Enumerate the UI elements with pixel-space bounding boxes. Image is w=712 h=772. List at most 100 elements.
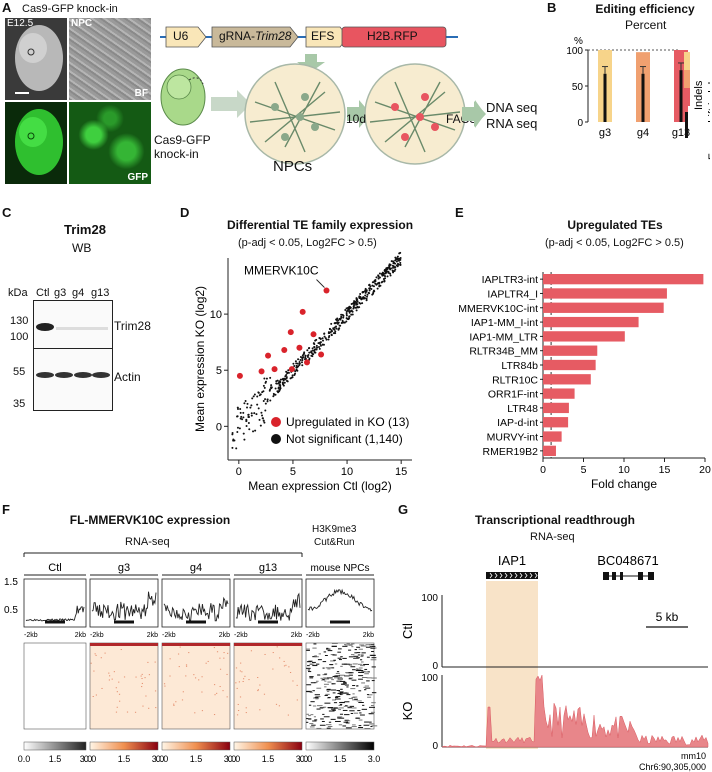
bar-IAPLTR3-int — [543, 274, 704, 285]
legend-dot-1 — [271, 434, 281, 444]
upregulated-point — [236, 372, 243, 379]
heatmap-dot — [257, 689, 259, 691]
panel-label-b: B — [547, 0, 557, 15]
heatmap-dot — [369, 723, 375, 725]
heatmap-dot — [116, 706, 118, 708]
ns-point — [358, 296, 361, 299]
heatmap-dot — [310, 714, 314, 716]
heatmap-dot — [323, 651, 327, 653]
heatmap-dot — [340, 688, 343, 690]
heatmap-dot — [334, 696, 339, 698]
actin-band-3 — [74, 372, 92, 378]
ns-point — [247, 421, 250, 424]
heatmap-dot — [185, 675, 187, 677]
ns-point — [334, 330, 337, 333]
heatmap-dot — [340, 692, 344, 694]
heatmap-dot — [315, 680, 319, 682]
heatmap-dot — [338, 717, 345, 719]
ns-point — [378, 276, 381, 279]
heatmap-dot — [352, 669, 356, 671]
bc048671-exon — [603, 572, 609, 580]
heatmap-dot — [239, 696, 242, 698]
ns-point — [394, 256, 397, 259]
heatmap-dot — [287, 714, 289, 716]
heatmap-dot — [279, 657, 281, 659]
ns-point — [257, 391, 260, 394]
heatmap-dot — [342, 709, 348, 711]
heatmap-dot — [194, 677, 197, 679]
heatmap-dot — [235, 682, 237, 684]
heatmap-dot — [326, 727, 331, 729]
mw-130: 130 — [10, 315, 29, 327]
heatmap-dot — [359, 712, 362, 714]
heatmap-dot — [348, 672, 354, 674]
actin-band-2 — [55, 372, 73, 378]
category-label: IAP-d-int — [497, 417, 538, 429]
x-right-label: 2kb — [291, 632, 302, 639]
heatmap-dot — [364, 728, 371, 729]
heatmap-dot — [237, 710, 240, 712]
heatmap-dot — [364, 673, 369, 675]
heatmap-dot — [364, 668, 368, 670]
heatmap-dot — [109, 675, 111, 677]
heatmap-dot — [351, 646, 354, 648]
embryo-bf-image: E12.5 — [5, 18, 67, 100]
ns-point — [389, 272, 392, 275]
ns-point — [263, 377, 266, 380]
heatmap-dot — [331, 679, 334, 681]
panel-f-rnaseq-label: RNA-seq — [125, 536, 170, 548]
heatmap-dot — [207, 660, 209, 662]
ko-ytick-bottom: 0 — [432, 741, 438, 752]
upregulated-te-bar-chart: IAPLTR3-int IAPLTR4_I MMERVK10C-int IAP1-MM… — [458, 272, 711, 491]
ns-point — [386, 266, 389, 269]
ns-point — [398, 259, 401, 262]
ns-point — [393, 270, 396, 273]
heatmap-dot — [367, 671, 370, 673]
panel-b-subtitle: Percent — [625, 18, 667, 32]
ns-point — [231, 432, 234, 435]
bar-IAP-d-int — [543, 417, 569, 428]
heatmap-dot — [316, 708, 321, 710]
heatmap-dot — [356, 646, 361, 648]
heatmap-dot — [340, 665, 343, 667]
heatmap-dot — [314, 694, 320, 696]
ns-point — [392, 262, 395, 265]
profile-box — [161, 578, 231, 628]
category-label: IAP1-MM_LTR — [469, 331, 538, 343]
heatmap-dot — [338, 691, 344, 693]
heatmap-dot — [343, 692, 349, 694]
heatmap-dot — [330, 689, 337, 691]
x-left-label: -2kb — [306, 632, 320, 639]
heatmap-dot — [320, 677, 323, 679]
ko-ytick-top: 100 — [421, 673, 438, 684]
ns-point — [364, 294, 367, 297]
bc048671-exon — [612, 572, 616, 580]
heatmap-dot — [120, 649, 122, 651]
heatmap-dot — [330, 708, 336, 710]
heatmap-dot — [188, 652, 190, 654]
ns-point — [250, 412, 253, 415]
profile-line — [25, 605, 85, 622]
heatmap-dot — [92, 696, 94, 698]
panel-label-a: A — [2, 0, 12, 15]
ns-point — [346, 306, 349, 309]
heatmap-dot — [314, 719, 318, 721]
heatmap-dot — [371, 692, 377, 694]
heatmap-dot — [219, 686, 221, 688]
lane-label-ctl: Ctl — [36, 287, 50, 299]
ns-point — [261, 391, 264, 394]
profile-box — [305, 578, 375, 628]
ns-point — [345, 320, 348, 323]
heatmap-dot — [365, 687, 371, 689]
x-right-label: 2kb — [75, 632, 86, 639]
heatmap-dot — [361, 708, 368, 710]
heatmap-dot — [348, 644, 353, 646]
panel-label-d: D — [180, 205, 190, 220]
heatmap-dot — [306, 718, 309, 720]
heatmap-dot — [337, 716, 343, 718]
ns-point — [268, 389, 271, 392]
heatmap-dot — [322, 661, 327, 663]
chip-label-3: mouse NPCs — [311, 563, 370, 574]
heatmap-dot — [338, 724, 343, 726]
heatmap-dot — [108, 679, 111, 681]
